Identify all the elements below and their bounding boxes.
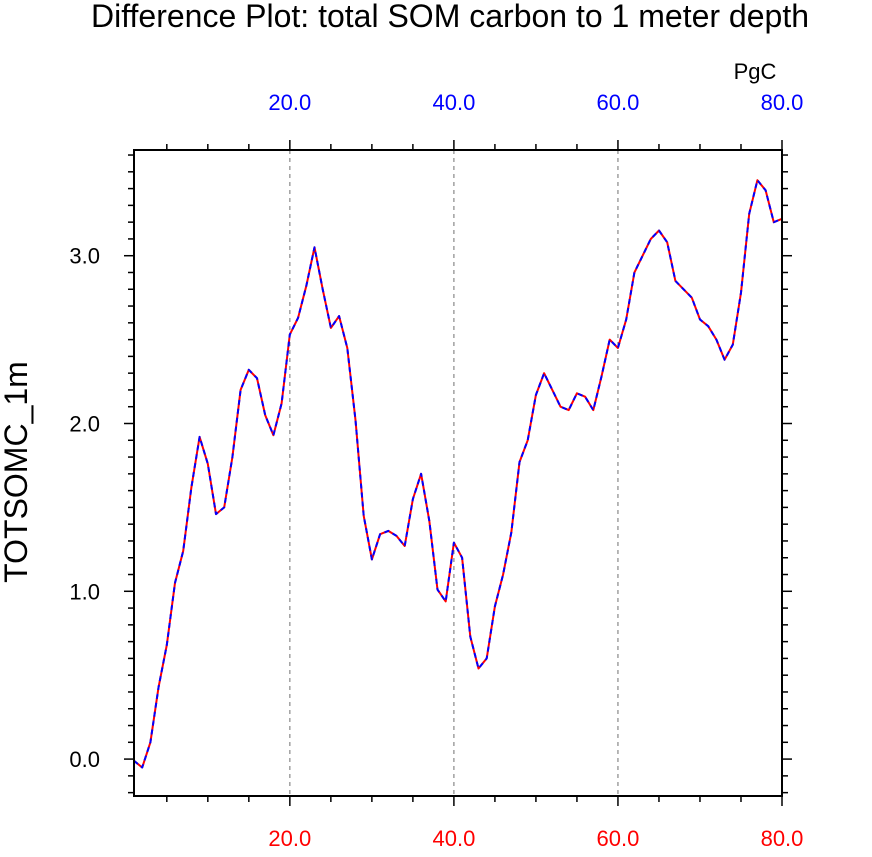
- y-axis-label: TOTSOMC_1m: [0, 361, 34, 583]
- series-line-series-red: [133, 179, 783, 769]
- chart-title: Difference Plot: total SOM carbon to 1 m…: [91, 0, 809, 34]
- y-tick-label: 0.0: [69, 747, 100, 772]
- y-tick-label: 3.0: [69, 244, 100, 269]
- x-tick-label-top: 40.0: [432, 90, 475, 115]
- series-line-series-blue: [133, 179, 783, 769]
- x-tick-label-bottom: 40.0: [432, 826, 475, 851]
- x-tick-label-top: 60.0: [597, 90, 640, 115]
- ticks-layer: [124, 140, 792, 806]
- gridlines: [289, 150, 619, 796]
- x-tick-label-bottom: 80.0: [761, 826, 804, 851]
- series-layer: [133, 179, 783, 769]
- tick-labels: 20.0 40.0 60.0 80.0 20.0 40.0 60.0 80.0 0.0 1.0 2.…: [69, 90, 803, 851]
- plot-frame: [133, 149, 783, 797]
- y-tick-label: 2.0: [69, 412, 100, 437]
- x-tick-label-top: 80.0: [761, 90, 804, 115]
- x-tick-label-bottom: 20.0: [268, 826, 311, 851]
- x-tick-label-top: 20.0: [268, 90, 311, 115]
- units-label: PgC: [734, 59, 777, 84]
- y-tick-label: 1.0: [69, 579, 100, 604]
- x-tick-label-bottom: 60.0: [597, 826, 640, 851]
